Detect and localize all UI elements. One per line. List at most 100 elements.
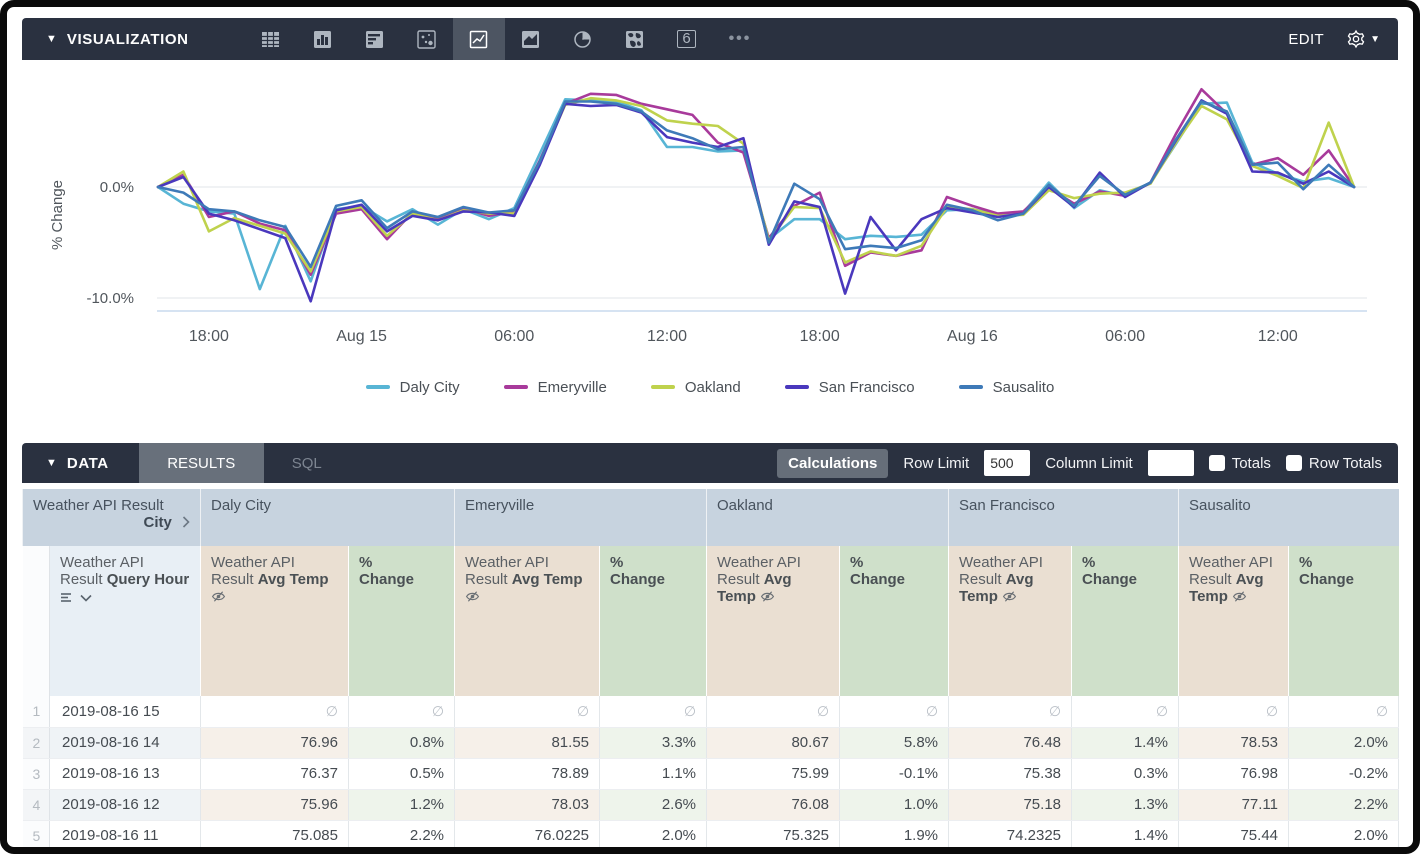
pct-change-header[interactable]: % Change: [1071, 546, 1179, 696]
series-line-sausalito: [156, 100, 1356, 269]
chevron-down-icon: [80, 594, 92, 602]
pct-change-cell: 3.3%: [599, 727, 708, 759]
avg-temp-cell: 78.03: [454, 789, 601, 821]
avg-temp-header[interactable]: Weather API Result Avg Temp: [948, 546, 1072, 696]
more-chart-types-icon[interactable]: •••: [728, 30, 752, 47]
row-number: 3: [22, 758, 50, 790]
avg-temp-cell: 76.48: [948, 727, 1073, 759]
calculations-button[interactable]: Calculations: [777, 448, 889, 478]
avg-temp-cell: 78.53: [1178, 727, 1290, 759]
query-hour-cell: 2019-08-16 12: [49, 789, 201, 821]
totals-checkbox[interactable]: [1208, 455, 1225, 471]
data-header-bar: ▼ DATA RESULTS SQL Calculations Row Limi…: [22, 443, 1398, 483]
avg-temp-header[interactable]: Weather API Result Avg Temp: [706, 546, 840, 696]
pct-change-cell: 1.1%: [599, 758, 708, 790]
city-header[interactable]: Oakland: [706, 489, 949, 546]
pct-change-header[interactable]: % Change: [1288, 546, 1399, 696]
edit-button[interactable]: EDIT: [1288, 30, 1325, 48]
totals-label: Totals: [1231, 454, 1271, 472]
legend-item[interactable]: Daly City: [365, 379, 460, 396]
chart-type-switcher: 6: [245, 18, 713, 60]
pct-change-cell: 1.0%: [839, 789, 950, 821]
avg-temp-header[interactable]: Weather API Result Avg Temp: [1178, 546, 1289, 696]
table-icon[interactable]: [245, 18, 297, 60]
query-hour-cell: 2019-08-16 11: [49, 820, 201, 847]
x-axis-tick: 06:00: [1105, 328, 1145, 345]
x-axis-tick: Aug 15: [336, 328, 387, 345]
avg-temp-cell: 75.38: [948, 758, 1073, 790]
city-header[interactable]: Daly City: [199, 489, 455, 546]
collapse-visualization-caret-icon[interactable]: ▼: [46, 33, 57, 45]
table-row: 3 2019-08-16 13 76.37 0.5% 78.89 1.1% 75.99 -0.…: [22, 758, 1400, 790]
svg-text:-10.0%: -10.0%: [86, 290, 134, 307]
legend-swatch: [958, 385, 983, 389]
row-limit-label: Row Limit: [903, 454, 970, 472]
pct-change-header[interactable]: % Change: [347, 546, 455, 696]
pct-change-cell: -0.1%: [839, 758, 950, 790]
series-line-emeryville: [156, 87, 1356, 276]
subtotal-icon: [61, 593, 71, 602]
hidden-field-icon: [211, 591, 226, 602]
pct-change-cell: 2.0%: [599, 820, 708, 847]
avg-temp-cell: ∅: [948, 696, 1073, 728]
legend-item[interactable]: Sausalito: [958, 379, 1054, 396]
collapse-data-caret-icon[interactable]: ▼: [46, 457, 57, 469]
query-hour-cell: 2019-08-16 15: [49, 696, 201, 728]
bar-chart-icon[interactable]: [297, 18, 349, 60]
pie-chart-icon[interactable]: [557, 18, 609, 60]
pct-change-cell: 2.0%: [1288, 727, 1400, 759]
city-header[interactable]: Sausalito: [1178, 489, 1399, 546]
pct-change-cell: ∅: [1288, 696, 1400, 728]
pct-change-cell: 2.6%: [599, 789, 708, 821]
x-axis-tick: 12:00: [1258, 328, 1298, 345]
pct-change-cell: 2.2%: [348, 820, 456, 847]
legend-item[interactable]: San Francisco: [784, 379, 915, 396]
pct-change-header[interactable]: % Change: [599, 546, 707, 696]
line-chart-icon[interactable]: [452, 18, 505, 60]
legend-swatch: [365, 385, 390, 389]
measure-header-row: Weather API Result Query Hour Weather AP…: [22, 546, 1399, 696]
pct-change-cell: 0.8%: [348, 727, 456, 759]
row-totals-checkbox[interactable]: [1285, 455, 1302, 471]
row-number: 5: [22, 820, 50, 847]
avg-temp-header[interactable]: Weather API Result Avg Temp: [200, 546, 349, 696]
data-title: DATA: [66, 454, 109, 472]
pct-change-cell: 1.4%: [1071, 820, 1180, 847]
hidden-field-icon: [761, 591, 775, 602]
row-limit-input[interactable]: [984, 450, 1031, 476]
avg-temp-cell: 77.11: [1178, 789, 1290, 821]
query-hour-cell: 2019-08-16 13: [49, 758, 201, 790]
map-icon[interactable]: [609, 18, 661, 60]
avg-temp-header[interactable]: Weather API Result Avg Temp: [454, 546, 600, 696]
avg-temp-cell: 75.325: [706, 820, 841, 847]
chart-legend: Daly City Emeryville Oakland San Francisco S…: [22, 374, 1398, 400]
avg-temp-cell: 75.44: [1178, 820, 1290, 847]
pct-change-cell: 0.3%: [1071, 758, 1180, 790]
avg-temp-cell: 75.96: [200, 789, 349, 821]
pct-change-header[interactable]: % Change: [839, 546, 949, 696]
row-number: 1: [22, 696, 50, 728]
legend-swatch: [784, 385, 809, 389]
city-header[interactable]: San Francisco: [948, 489, 1179, 546]
column-limit-input[interactable]: [1147, 450, 1194, 476]
query-hour-header[interactable]: Weather API Result Query Hour: [49, 546, 201, 696]
avg-temp-cell: 78.89: [454, 758, 601, 790]
single-value-icon[interactable]: 6: [661, 18, 713, 60]
area-chart-icon[interactable]: [505, 18, 557, 60]
scatter-icon[interactable]: [401, 18, 453, 60]
pivot-field-header[interactable]: Weather API Result City: [22, 489, 201, 546]
hbar-chart-icon[interactable]: [349, 18, 401, 60]
avg-temp-cell: 76.96: [200, 727, 349, 759]
avg-temp-cell: ∅: [1178, 696, 1290, 728]
tab-sql[interactable]: SQL: [291, 454, 322, 472]
legend-item[interactable]: Oakland: [650, 379, 741, 396]
pct-change-cell: ∅: [1071, 696, 1180, 728]
x-axis-tick: 06:00: [494, 328, 534, 345]
city-header[interactable]: Emeryville: [454, 489, 707, 546]
legend-item[interactable]: Emeryville: [503, 379, 607, 396]
viz-settings-button[interactable]: ▼: [1346, 29, 1380, 49]
avg-temp-cell: 81.55: [454, 727, 601, 759]
tab-results[interactable]: RESULTS: [138, 443, 264, 483]
x-axis-tick: 18:00: [189, 328, 229, 345]
